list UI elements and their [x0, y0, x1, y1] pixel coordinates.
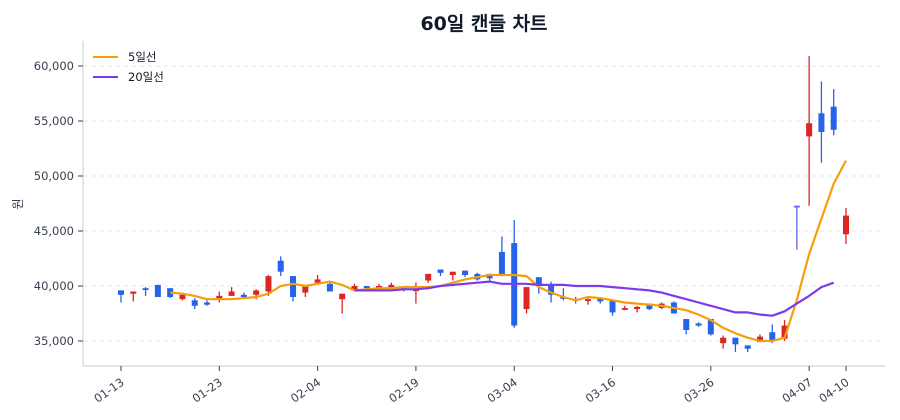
x-tick-label: 02-04: [288, 375, 323, 406]
candle: [830, 89, 837, 136]
axes: [82, 41, 885, 367]
candle: [634, 305, 641, 313]
moving-average-lines: [170, 160, 847, 343]
y-axis-label: 원: [11, 198, 25, 209]
x-tick-label: 01-23: [190, 375, 225, 406]
y-tick-label: 55,000: [34, 114, 74, 128]
x-tick-label: 03-04: [485, 375, 520, 406]
candle: [191, 298, 198, 310]
candle: [339, 293, 346, 314]
x-tick-label: 02-19: [386, 375, 421, 406]
candle: [314, 275, 321, 284]
candle: [302, 284, 309, 297]
candle: [732, 337, 739, 352]
ma20-line: [354, 280, 835, 317]
legend-label-ma5: 5일선: [128, 50, 156, 64]
y-tick-label: 40,000: [34, 279, 74, 293]
y-tick-label: 60,000: [34, 59, 74, 73]
candle: [216, 291, 223, 303]
legend: 5일선 20일선: [93, 50, 164, 84]
candle: [154, 284, 161, 297]
candle: [437, 269, 444, 277]
candle: [584, 298, 591, 305]
legend-label-ma20: 20일선: [128, 70, 164, 84]
candle: [695, 322, 702, 327]
candle: [806, 56, 813, 206]
candle: [142, 287, 149, 296]
candle: [118, 290, 124, 303]
candle: [290, 276, 297, 302]
y-tick-label: 50,000: [34, 169, 74, 183]
candle: [720, 335, 727, 349]
ma5-line: [170, 160, 847, 343]
candle: [265, 275, 272, 296]
y-axis-ticks: 35,000 40,000 45,000 50,000 55,000 60,000: [34, 59, 83, 348]
candle: [621, 305, 628, 311]
candle: [449, 271, 456, 281]
candle: [277, 256, 284, 277]
candle: [683, 319, 690, 335]
candle: [843, 207, 849, 245]
x-tick-label: 04-07: [779, 375, 814, 406]
x-tick-label: 04-10: [816, 375, 851, 406]
candles: [118, 56, 849, 352]
y-tick-label: 35,000: [34, 334, 74, 348]
y-tick-label: 45,000: [34, 224, 74, 238]
candle: [523, 287, 530, 314]
candle: [228, 287, 235, 296]
candle: [326, 282, 333, 292]
candle: [363, 286, 370, 289]
x-tick-label: 03-26: [681, 375, 716, 406]
candle: [425, 273, 432, 283]
candle: [744, 345, 751, 352]
candle: [204, 300, 211, 306]
x-axis-ticks: 01-13 01-23 02-04 02-19 03-04 03-16 03-26 04-07…: [91, 366, 852, 406]
x-tick-label: 01-13: [91, 375, 126, 406]
candle: [793, 205, 800, 250]
x-tick-label: 03-16: [583, 375, 618, 406]
candle: [707, 319, 714, 336]
gridlines: [84, 65, 885, 342]
candle: [462, 270, 469, 278]
candle: [240, 292, 247, 297]
candle: [609, 300, 616, 316]
candle: [498, 236, 505, 277]
candle: [130, 291, 137, 302]
candle: [818, 81, 825, 163]
chart-title: 60일 캔들 차트: [420, 13, 547, 35]
